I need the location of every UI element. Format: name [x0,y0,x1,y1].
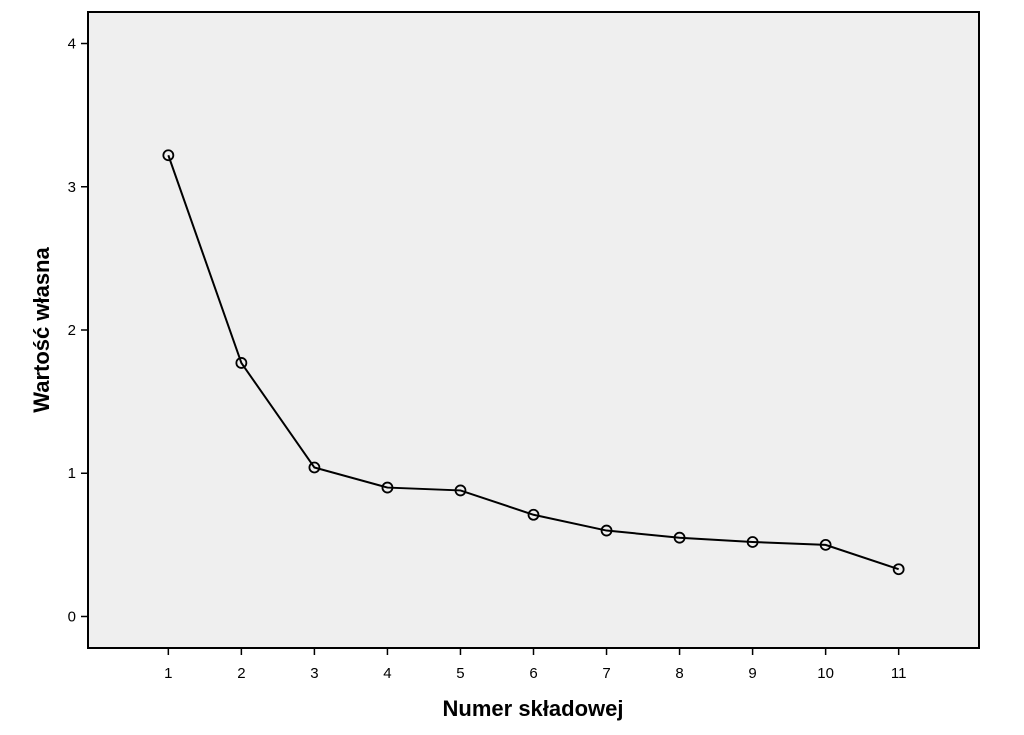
y-tick-label: 0 [68,608,76,625]
y-tick-label: 1 [68,465,76,482]
x-tick-label: 1 [164,665,172,682]
data-point-marker [235,357,248,369]
x-tick-label: 4 [383,665,391,682]
data-point-marker [162,149,175,162]
x-axis: 1 2 3 4 5 6 7 8 9 10 11 [164,648,906,682]
x-axis-title: Numer składowej [443,696,624,721]
x-tick-label: 7 [602,665,610,682]
y-axis: 0 1 2 3 4 [68,36,88,625]
data-point-marker [673,531,686,544]
y-tick-label: 2 [68,322,76,339]
x-tick-label: 8 [675,665,683,682]
data-point-marker [819,538,832,551]
y-tick-label: 4 [68,36,76,53]
x-tick-label: 11 [891,665,907,682]
y-tick-label: 3 [68,179,76,196]
x-tick-label: 10 [817,665,834,682]
x-tick-label: 6 [529,665,537,682]
data-point-marker [454,484,467,497]
data-point-marker [892,563,905,576]
plot-area [87,11,980,649]
y-axis-title: Wartość własna [29,247,54,413]
x-tick-label: 5 [456,665,464,682]
data-point-marker [746,536,759,548]
x-tick-label: 3 [310,665,318,682]
x-tick-label: 9 [748,665,756,682]
data-point-marker [308,461,321,474]
series-line [167,154,899,571]
data-point-marker [381,481,394,494]
data-point-marker [527,508,540,521]
data-point-marker [600,524,613,537]
series-markers [162,149,905,576]
x-tick-label: 2 [237,665,245,682]
